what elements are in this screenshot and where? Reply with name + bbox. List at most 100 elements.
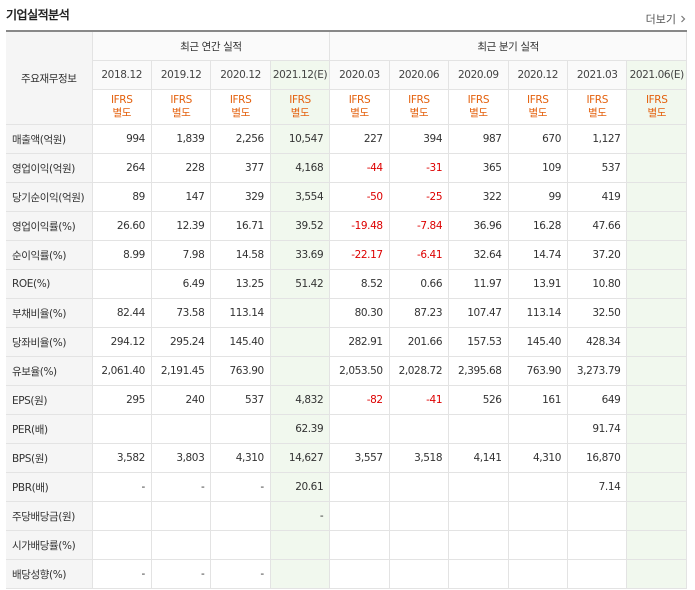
table-cell bbox=[151, 530, 212, 560]
standard-separate-label: 별도 bbox=[587, 107, 607, 119]
row-label: 배당성향(%) bbox=[6, 559, 93, 589]
standard-separate-label: 별도 bbox=[528, 107, 548, 119]
table-cell: -82 bbox=[329, 385, 390, 415]
row-label: 영업이익(억원) bbox=[6, 153, 93, 183]
table-cell: 7.98 bbox=[151, 240, 212, 270]
table-cell: 419 bbox=[567, 182, 628, 212]
table-cell bbox=[270, 327, 331, 357]
table-cell: 161 bbox=[508, 385, 569, 415]
standard-separate-label: 별도 bbox=[469, 107, 488, 119]
table-cell: 3,273.79 bbox=[567, 356, 628, 386]
table-cell: 4,168 bbox=[270, 153, 331, 183]
table-cell bbox=[91, 414, 152, 444]
table-row: PER(배) 62.39 91.74 bbox=[6, 414, 687, 444]
table-cell: 2,053.50 bbox=[329, 356, 390, 386]
table-cell: 394 bbox=[389, 124, 450, 154]
row-label: EPS(원) bbox=[6, 385, 93, 415]
table-row: EPS(원) 295 240 537 4,832 -82 -41 526 161 649 bbox=[6, 385, 687, 415]
row-label: 순이익률(%) bbox=[6, 240, 93, 270]
table-cell: 6.49 bbox=[151, 269, 212, 299]
table-cell: 3,557 bbox=[329, 443, 390, 473]
table-cell: 3,803 bbox=[151, 443, 212, 473]
table-cell bbox=[626, 269, 687, 299]
table-cell: 2,028.72 bbox=[389, 356, 450, 386]
table-cell: 2,191.45 bbox=[151, 356, 212, 386]
table-cell: 0.66 bbox=[389, 269, 450, 299]
table-cell: 329 bbox=[210, 182, 271, 212]
table-cell: 4,310 bbox=[210, 443, 271, 473]
period-header: 2020.12 bbox=[508, 60, 569, 90]
table-row: 매출액(억원) 994 1,839 2,256 10,547 227 394 987 670 1,… bbox=[6, 124, 687, 154]
table-cell bbox=[329, 530, 390, 560]
table-row: BPS(원) 3,582 3,803 4,310 14,627 3,557 3,518 4,1… bbox=[6, 443, 687, 473]
table-cell: 14.74 bbox=[508, 240, 569, 270]
table-cell: 3,554 bbox=[270, 182, 331, 212]
row-label: 당기순이익(억원) bbox=[6, 182, 93, 212]
table-cell: 670 bbox=[508, 124, 569, 154]
table-cell: 3,582 bbox=[91, 443, 152, 473]
period-header: 2019.12 bbox=[151, 60, 212, 90]
standard-ifrs-label: IFRS bbox=[170, 94, 192, 106]
standard-ifrs-label: IFRS bbox=[289, 94, 311, 106]
table-cell: 428.34 bbox=[567, 327, 628, 357]
table-cell bbox=[270, 530, 331, 560]
table-cell bbox=[91, 530, 152, 560]
table-cell: 228 bbox=[151, 153, 212, 183]
table-cell: 537 bbox=[210, 385, 271, 415]
row-label: 부채비율(%) bbox=[6, 298, 93, 328]
table-cell bbox=[626, 530, 687, 560]
row-label: PER(배) bbox=[6, 414, 93, 444]
table-cell bbox=[210, 530, 271, 560]
table-row: 주당배당금(원) - bbox=[6, 501, 687, 531]
standard-separate-label: 별도 bbox=[231, 107, 250, 119]
table-cell bbox=[626, 182, 687, 212]
table-cell: 763.90 bbox=[508, 356, 569, 386]
accounting-standard: IFRS 별도 bbox=[448, 89, 509, 125]
table-cell: 109 bbox=[508, 153, 569, 183]
table-cell: 39.52 bbox=[270, 211, 331, 241]
annual-group-header: 최근 연간 실적 bbox=[91, 30, 331, 61]
table-cell: 99 bbox=[508, 182, 569, 212]
table-cell bbox=[567, 559, 628, 589]
table-cell bbox=[508, 559, 569, 589]
table-cell bbox=[329, 501, 390, 531]
table-cell: -19.48 bbox=[329, 211, 390, 241]
table-cell: 16.71 bbox=[210, 211, 271, 241]
row-label: BPS(원) bbox=[6, 443, 93, 473]
table-cell: 82.44 bbox=[91, 298, 152, 328]
table-cell: 526 bbox=[448, 385, 509, 415]
table-cell: 91.74 bbox=[567, 414, 628, 444]
table-cell: 37.20 bbox=[567, 240, 628, 270]
table-cell bbox=[270, 298, 331, 328]
table-cell bbox=[329, 472, 390, 502]
table-cell: -50 bbox=[329, 182, 390, 212]
period-header: 2020.12 bbox=[210, 60, 271, 90]
table-cell: 157.53 bbox=[448, 327, 509, 357]
standard-separate-label: 별도 bbox=[171, 107, 191, 119]
table-cell: 32.50 bbox=[567, 298, 628, 328]
table-cell bbox=[448, 414, 509, 444]
more-link-label: 더보기 bbox=[645, 13, 676, 26]
table-cell bbox=[151, 501, 212, 531]
table-row: 부채비율(%) 82.44 73.58 113.14 80.30 87.23 107.47 1… bbox=[6, 298, 687, 328]
row-label: 당좌비율(%) bbox=[6, 327, 93, 357]
table-cell: 13.25 bbox=[210, 269, 271, 299]
period-header: 2021.12(E) bbox=[270, 60, 331, 90]
standard-ifrs-label: IFRS bbox=[348, 94, 371, 106]
table-cell: -41 bbox=[389, 385, 450, 415]
standard-separate-label: 별도 bbox=[409, 107, 429, 119]
more-link[interactable]: 더보기 bbox=[646, 11, 687, 27]
table-cell: 227 bbox=[329, 124, 390, 154]
table-cell: - bbox=[151, 559, 212, 589]
standard-ifrs-label: IFRS bbox=[586, 94, 608, 106]
table-cell: - bbox=[151, 472, 212, 502]
financial-table: 주요재무정보 최근 연간 실적 최근 분기 실적 2018.12 2019.12 2… bbox=[6, 30, 687, 589]
table-cell bbox=[626, 153, 687, 183]
table-cell: - bbox=[270, 501, 331, 531]
standard-separate-label: 별도 bbox=[290, 107, 310, 119]
row-label: PBR(배) bbox=[6, 472, 93, 502]
table-cell: 147 bbox=[151, 182, 212, 212]
standard-separate-label: 별도 bbox=[112, 107, 131, 119]
table-cell: 994 bbox=[91, 124, 152, 154]
table-cell: 4,141 bbox=[448, 443, 509, 473]
